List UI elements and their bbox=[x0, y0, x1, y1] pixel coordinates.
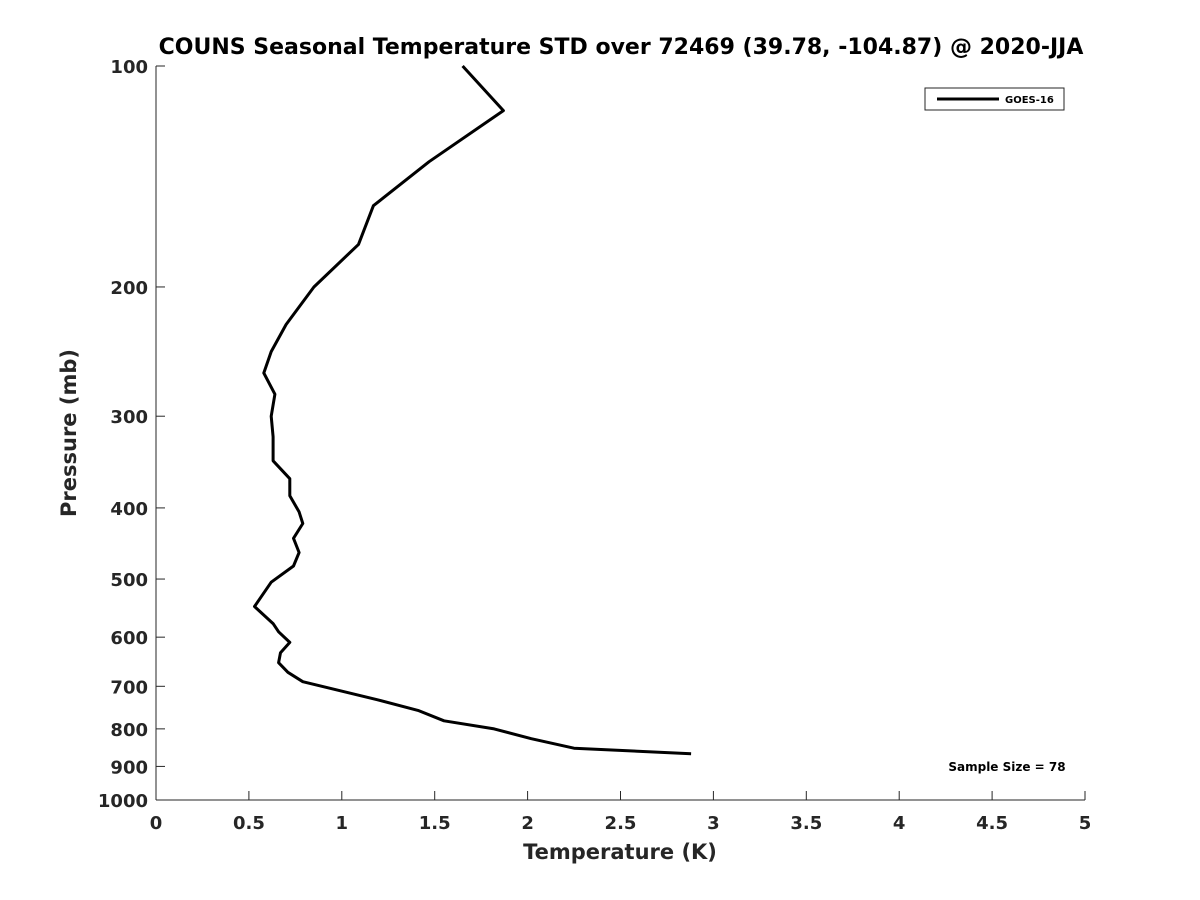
x-tick-label: 1.5 bbox=[419, 813, 451, 834]
x-tick-label: 5 bbox=[1079, 813, 1092, 834]
x-tick-label: 2 bbox=[521, 813, 534, 834]
y-tick-label: 200 bbox=[110, 278, 148, 299]
x-tick-label: 2.5 bbox=[605, 813, 637, 834]
y-tick-label: 500 bbox=[110, 570, 148, 591]
y-tick-label: 900 bbox=[110, 757, 148, 778]
x-tick-label: 0.5 bbox=[233, 813, 265, 834]
y-axis-label: Pressure (mb) bbox=[57, 349, 81, 517]
y-ticks: 100 200 300 400 500 600 700 800 900 1000 bbox=[98, 57, 165, 812]
x-tick-label: 0 bbox=[150, 813, 163, 834]
chart-title: COUNS Seasonal Temperature STD over 7246… bbox=[159, 35, 1084, 60]
x-tick-label: 3.5 bbox=[790, 813, 822, 834]
legend-entry-goes-16: GOES-16 bbox=[1005, 95, 1054, 106]
x-ticks: 0 0.5 1 1.5 2 2.5 3 3.5 4 4.5 5 bbox=[150, 791, 1092, 834]
series-line-goes-16 bbox=[253, 64, 692, 756]
series-layer bbox=[253, 64, 692, 756]
y-tick-label: 800 bbox=[110, 720, 148, 741]
y-tick-label: 100 bbox=[110, 57, 148, 78]
y-tick-label: 1000 bbox=[98, 791, 148, 812]
y-tick-label: 600 bbox=[110, 628, 148, 649]
x-tick-label: 1 bbox=[336, 813, 349, 834]
sample-size-annotation: Sample Size = 78 bbox=[948, 760, 1065, 774]
y-tick-label: 300 bbox=[110, 407, 148, 428]
axes bbox=[155, 66, 1085, 801]
x-tick-label: 4.5 bbox=[976, 813, 1008, 834]
x-axis-label: Temperature (K) bbox=[523, 840, 717, 864]
x-tick-label: 4 bbox=[893, 813, 906, 834]
legend: GOES-16 bbox=[924, 87, 1065, 111]
y-tick-label: 700 bbox=[110, 677, 148, 698]
y-tick-label: 400 bbox=[110, 499, 148, 520]
x-tick-label: 3 bbox=[707, 813, 720, 834]
